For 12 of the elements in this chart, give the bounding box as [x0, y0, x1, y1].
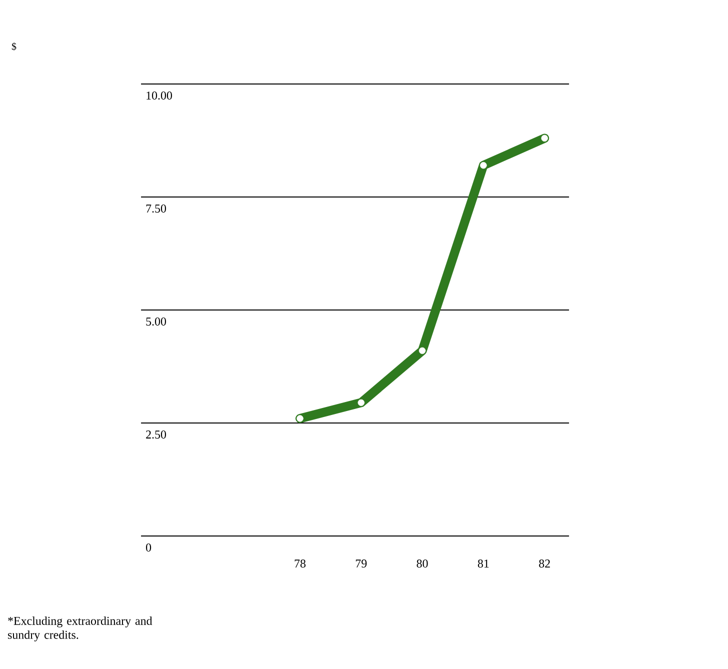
- y-tick-label: 0: [146, 544, 152, 552]
- x-tick-label: 82: [539, 560, 550, 568]
- text: *Excluding extraordinary and sundry credits.: [8, 616, 152, 642]
- text: $: [12, 42, 16, 50]
- y-tick-label: 10.00: [146, 92, 172, 100]
- x-tick-label: 79: [356, 560, 367, 568]
- y-tick-label: 2.50: [146, 430, 166, 439]
- y-tick-label: 5.00: [146, 318, 166, 326]
- x-tick-label: 81: [478, 560, 489, 568]
- y-tick-label: 7.50: [146, 204, 166, 213]
- x-tick-label: 80: [416, 560, 428, 568]
- x-tick-label: 78: [294, 560, 306, 568]
